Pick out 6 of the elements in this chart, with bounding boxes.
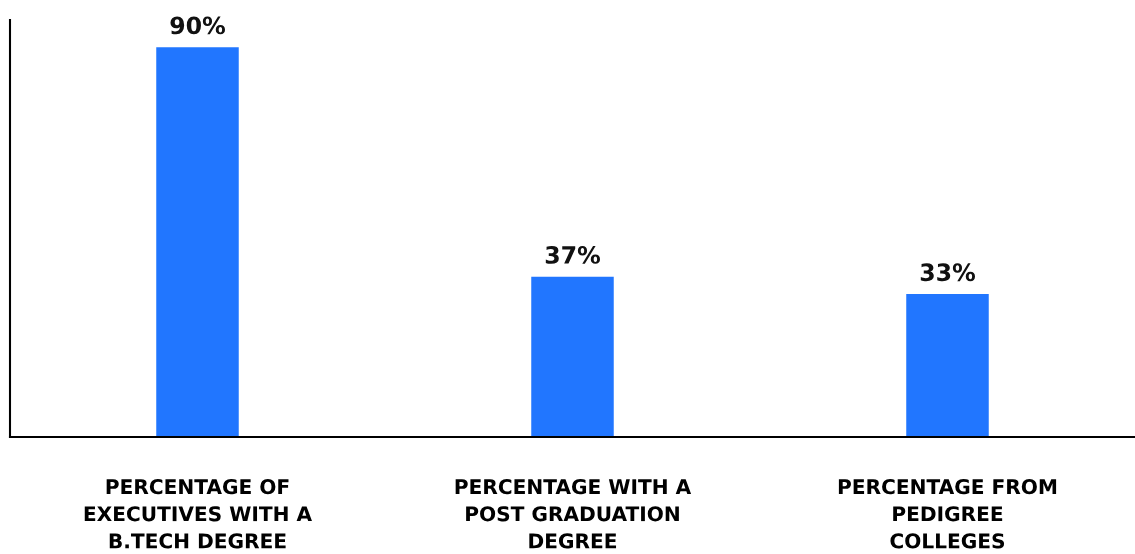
x-tick-label: PERCENTAGE WITH A POST GRADUATION DEGREE — [455, 479, 692, 549]
x-tick-label: PERCENTAGE FROM PEDIGREE COLLEGES — [838, 479, 1057, 549]
data-label: 90% — [170, 16, 226, 35]
data-label: 37% — [545, 246, 601, 264]
data-label: 33% — [920, 263, 976, 282]
x-tick-label: PERCENTAGE OF EXECUTIVES WITH A B.TECH DEGREE — [84, 479, 312, 549]
